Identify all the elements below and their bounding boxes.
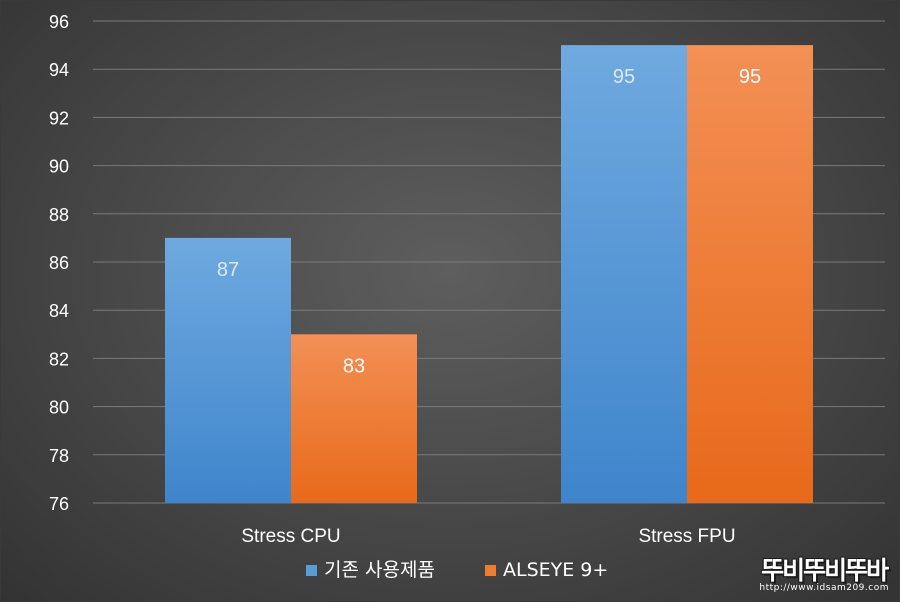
bar-1-1 — [687, 45, 813, 503]
watermark-text: 뚜비뚜비뚜바 — [761, 556, 889, 585]
bars — [165, 45, 813, 503]
legend-label: ALSEYE 9+ — [503, 559, 608, 581]
legend-label: 기존 사용제품 — [324, 559, 435, 581]
y-tick-label: 96 — [49, 12, 69, 32]
legend-swatch — [485, 565, 496, 576]
watermark-url: http://www.idsam209.com — [759, 583, 889, 593]
y-tick-label: 90 — [49, 157, 69, 177]
watermark: 뚜비뚜비뚜바 http://www.idsam209.com — [759, 558, 889, 593]
data-label: 95 — [739, 66, 761, 88]
y-tick-label: 84 — [49, 301, 69, 321]
y-tick-label: 88 — [49, 205, 69, 225]
y-tick-label: 76 — [49, 494, 69, 514]
y-tick-label: 94 — [49, 60, 69, 80]
bar-1-0 — [291, 334, 417, 503]
y-tick-label: 78 — [49, 446, 69, 466]
data-label: 83 — [343, 355, 365, 377]
data-label: 87 — [217, 259, 239, 281]
y-tick-label: 92 — [49, 108, 69, 128]
bar-0-0 — [165, 237, 291, 503]
y-axis: 76 78 80 82 84 86 88 90 92 94 96 — [49, 12, 69, 514]
legend-swatch — [306, 565, 317, 576]
data-label: 95 — [613, 66, 635, 88]
data-labels: 87 83 95 95 — [217, 66, 761, 377]
y-tick-label: 86 — [49, 253, 69, 273]
legend: 기존 사용제품 ALSEYE 9+ — [306, 559, 608, 581]
bar-0-1 — [561, 45, 687, 503]
x-tick-label: Stress FPU — [638, 526, 735, 547]
y-tick-label: 80 — [49, 398, 69, 418]
x-tick-label: Stress CPU — [241, 526, 340, 547]
y-tick-label: 82 — [49, 349, 69, 369]
x-axis: Stress CPU Stress FPU — [241, 526, 735, 547]
